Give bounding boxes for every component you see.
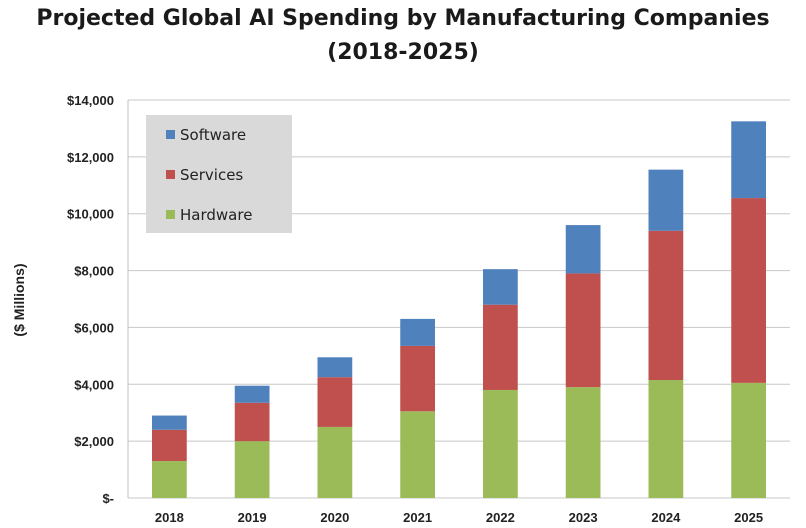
x-axis-ticks: 2018 2019 2020 2021 2022 2023 2024 2025 xyxy=(155,510,763,525)
bar-hardware-2018 xyxy=(151,461,187,498)
legend-swatch-hardware xyxy=(166,210,175,219)
y-tick-label: $6,000 xyxy=(74,320,114,335)
bar-hardware-2019 xyxy=(234,441,270,498)
legend-label-services: Services xyxy=(180,166,243,184)
chart-subtitle: (2018-2025) xyxy=(327,40,479,65)
bar-hardware-2024 xyxy=(648,380,684,498)
bar-software-2020 xyxy=(317,357,353,378)
bar-hardware-2025 xyxy=(731,382,767,498)
y-tick-label: $12,000 xyxy=(67,150,114,165)
legend: Software Services Hardware xyxy=(146,115,292,233)
x-tick-label: 2022 xyxy=(486,510,515,525)
bar-software-2023 xyxy=(565,225,601,274)
legend-label-software: Software xyxy=(180,126,246,144)
bar-software-2025 xyxy=(731,121,767,199)
legend-label-hardware: Hardware xyxy=(180,206,252,224)
bar-software-2021 xyxy=(400,318,436,346)
bar-services-2022 xyxy=(482,304,518,390)
bar-hardware-2023 xyxy=(565,387,601,498)
y-tick-label: $8,000 xyxy=(74,264,114,279)
x-tick-label: 2021 xyxy=(403,510,432,525)
bar-services-2025 xyxy=(731,198,767,383)
x-tick-label: 2020 xyxy=(320,510,349,525)
y-tick-label: $10,000 xyxy=(67,207,114,222)
y-tick-label: $4,000 xyxy=(74,377,114,392)
y-tick-label: $14,000 xyxy=(67,93,114,108)
bar-services-2021 xyxy=(400,345,436,412)
bar-hardware-2020 xyxy=(317,426,353,498)
bar-services-2024 xyxy=(648,230,684,381)
y-tick-label: $- xyxy=(102,491,114,506)
bar-software-2024 xyxy=(648,169,684,231)
bar-software-2019 xyxy=(234,385,270,403)
bar-services-2020 xyxy=(317,377,353,427)
bar-hardware-2021 xyxy=(400,411,436,498)
bar-services-2023 xyxy=(565,273,601,388)
x-tick-label: 2018 xyxy=(155,510,184,525)
legend-swatch-services xyxy=(166,170,175,179)
chart-title: Projected Global AI Spending by Manufact… xyxy=(36,6,770,31)
bar-services-2018 xyxy=(151,429,187,462)
x-tick-label: 2023 xyxy=(569,510,598,525)
x-tick-label: 2025 xyxy=(734,510,763,525)
bars xyxy=(151,121,767,498)
bar-hardware-2022 xyxy=(482,389,518,498)
bar-services-2019 xyxy=(234,402,270,442)
bar-software-2022 xyxy=(482,269,518,305)
y-tick-label: $2,000 xyxy=(74,434,114,449)
y-axis-label: ($ Millions) xyxy=(11,263,27,336)
x-tick-label: 2024 xyxy=(651,510,681,525)
y-axis-ticks: $- $2,000 $4,000 $6,000 $8,000 $10,000 $12,000… xyxy=(67,93,114,506)
bar-software-2018 xyxy=(151,415,187,430)
x-tick-label: 2019 xyxy=(238,510,267,525)
legend-swatch-software xyxy=(166,130,175,139)
